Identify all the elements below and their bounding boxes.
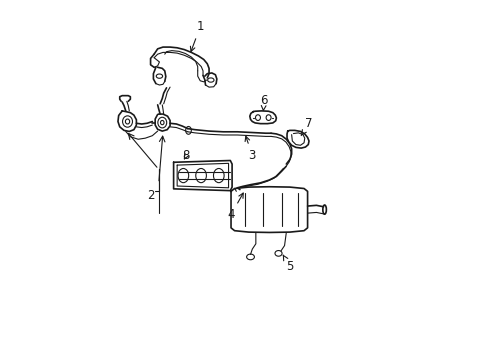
Text: 4: 4 — [227, 193, 243, 221]
Text: 3: 3 — [244, 136, 255, 162]
Text: 1: 1 — [190, 21, 203, 51]
Text: 7: 7 — [301, 117, 312, 136]
Text: 5: 5 — [283, 255, 293, 273]
Text: 2: 2 — [146, 189, 154, 202]
Text: 8: 8 — [182, 149, 189, 162]
Text: 6: 6 — [260, 94, 267, 111]
